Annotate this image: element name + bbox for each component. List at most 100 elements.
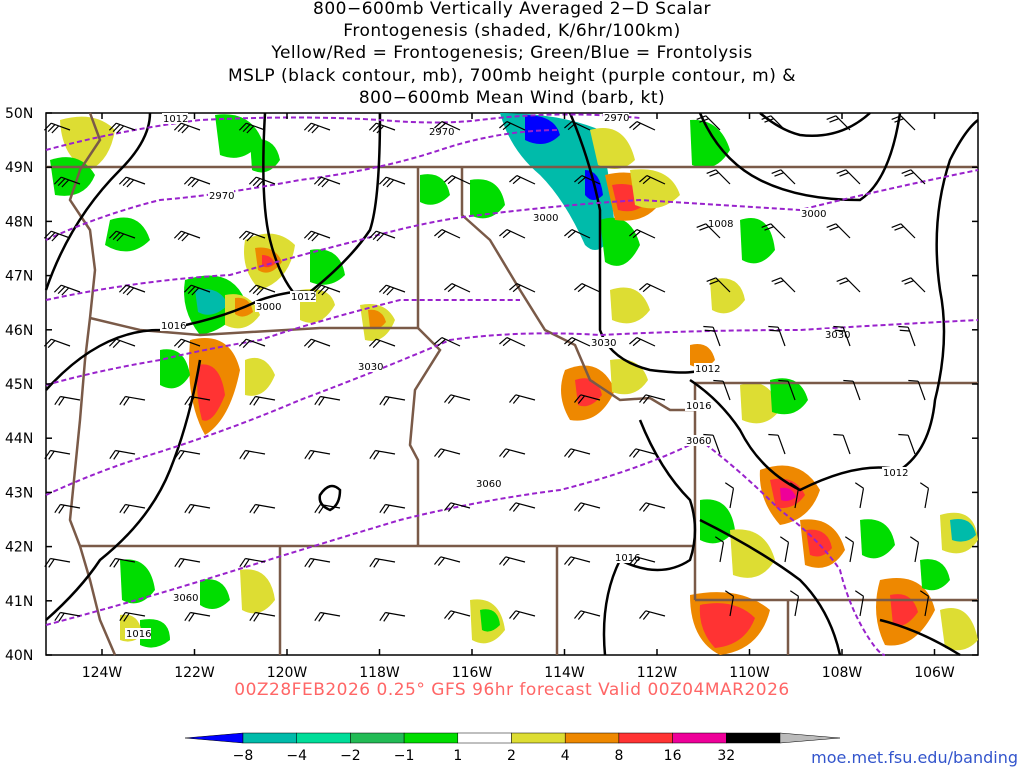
wind-barb: [706, 169, 731, 185]
wind-barb: [789, 590, 800, 617]
wind-barb: [768, 325, 786, 347]
wind-barb: [778, 379, 796, 401]
wind-barb: [724, 590, 735, 617]
wind-barb: [44, 557, 71, 568]
wind-barb: [249, 395, 276, 406]
wind-barb: [434, 448, 461, 458]
wind-barb: [314, 395, 341, 406]
wind-barb: [499, 229, 526, 239]
wind-barb: [564, 229, 591, 239]
colorbar-label: −1: [394, 748, 415, 764]
wind-barb: [771, 277, 796, 293]
wind-barb: [238, 122, 266, 134]
colorbar: −8 −4 −2 −1 1 2 4 8 16 32: [184, 732, 841, 764]
wind-barb: [54, 395, 81, 406]
wind-barb: [574, 283, 601, 293]
wind-barb: [826, 115, 851, 131]
height-label: 3000: [256, 302, 281, 313]
colorbar-label: 4: [561, 748, 570, 764]
wind-barb: [919, 482, 930, 509]
height-label: 3000: [801, 209, 826, 220]
wind-barb: [509, 610, 536, 620]
lon-label: 114W: [544, 665, 585, 681]
wind-barb: [119, 395, 146, 406]
forecast-valid-line: 00Z28FEB2026 0.25° GFS 96hr forecast Val…: [234, 680, 790, 700]
wind-barb: [639, 283, 666, 293]
wind-barbs: [43, 115, 930, 622]
wind-barb: [629, 556, 656, 566]
mslp-label: 1016: [126, 629, 151, 640]
title-line-4: MSLP (black contour, mb), 700mb height (…: [227, 66, 797, 86]
wind-barb: [898, 325, 916, 347]
wind-barb: [173, 122, 201, 134]
lon-label: 108W: [822, 665, 863, 681]
colorbar-label: 32: [717, 748, 735, 764]
credit-link[interactable]: moe.met.fsu.edu/banding: [811, 748, 1018, 767]
colorbar-label: −2: [340, 748, 361, 764]
colorbar-label: 2: [507, 748, 516, 764]
wind-barb: [714, 536, 725, 563]
height-label: 3000: [533, 213, 558, 224]
wind-barb: [379, 395, 406, 406]
wind-barb: [444, 175, 471, 185]
wind-barb: [303, 338, 331, 349]
lat-label: 42N: [5, 540, 33, 556]
wind-barb: [183, 284, 211, 296]
wind-barb: [499, 337, 526, 347]
wind-barb: [639, 502, 666, 512]
wind-barb: [378, 284, 406, 296]
wind-barb: [303, 230, 331, 242]
colorbar-segment: [672, 732, 727, 744]
lon-label: 116W: [452, 665, 493, 681]
wind-barb: [854, 590, 865, 617]
wind-barb: [108, 338, 136, 349]
height-labels: 2970 2970 2970 3000 3000 3000 3030 3030 …: [172, 113, 850, 604]
wind-barb: [574, 502, 601, 512]
lat-label: 47N: [5, 269, 33, 285]
wind-barb: [836, 277, 861, 293]
height-label: 2970: [209, 191, 234, 202]
wind-barb: [509, 394, 536, 404]
wind-barb: [248, 284, 276, 296]
wind-barb: [768, 433, 786, 455]
latitude-axis: 50N 49N 48N 47N 46N 45N 44N 43N 42N 41N 40N: [5, 106, 978, 664]
lat-label: 48N: [5, 214, 33, 230]
wind-barb: [574, 175, 601, 185]
wind-barb: [434, 337, 461, 347]
colorbar-label: −4: [286, 748, 307, 764]
wind-barb: [639, 175, 666, 185]
height-label: 2970: [429, 127, 454, 138]
wind-barb: [379, 503, 406, 514]
title-line-3: Yellow/Red = Frontogenesis; Green/Blue =…: [271, 43, 753, 63]
wind-barb: [43, 230, 71, 242]
wind-barb: [314, 503, 341, 514]
lat-label: 44N: [5, 431, 33, 447]
frontogenesis-shading: [50, 113, 978, 655]
wind-barb: [444, 502, 471, 512]
lon-label: 110W: [729, 665, 770, 681]
wind-barb: [761, 223, 786, 239]
lon-label: 120W: [267, 665, 308, 681]
wind-barb: [696, 223, 721, 239]
colorbar-segment: [242, 732, 297, 744]
colorbar-segment: [403, 732, 459, 744]
lon-label: 122W: [174, 665, 215, 681]
mslp-label: 1008: [708, 219, 733, 230]
wind-barb: [109, 449, 136, 460]
state-borders: [46, 112, 978, 656]
wind-barb: [119, 611, 146, 622]
wind-barb: [303, 122, 331, 134]
title-line-1: 800−600mb Vertically Averaged 2−D Scalar: [313, 0, 711, 19]
wind-barb: [54, 503, 81, 514]
lat-label: 49N: [5, 160, 33, 176]
wind-barb: [761, 115, 786, 131]
colorbar-segment: [618, 732, 673, 744]
wind-barb: [499, 556, 526, 566]
wind-barb: [434, 556, 461, 566]
lon-label: 112W: [637, 665, 678, 681]
wind-barb: [108, 230, 136, 242]
wind-barb: [909, 536, 920, 563]
wind-barb: [118, 176, 146, 188]
wind-barb: [173, 230, 201, 242]
wind-barb: [908, 379, 926, 401]
